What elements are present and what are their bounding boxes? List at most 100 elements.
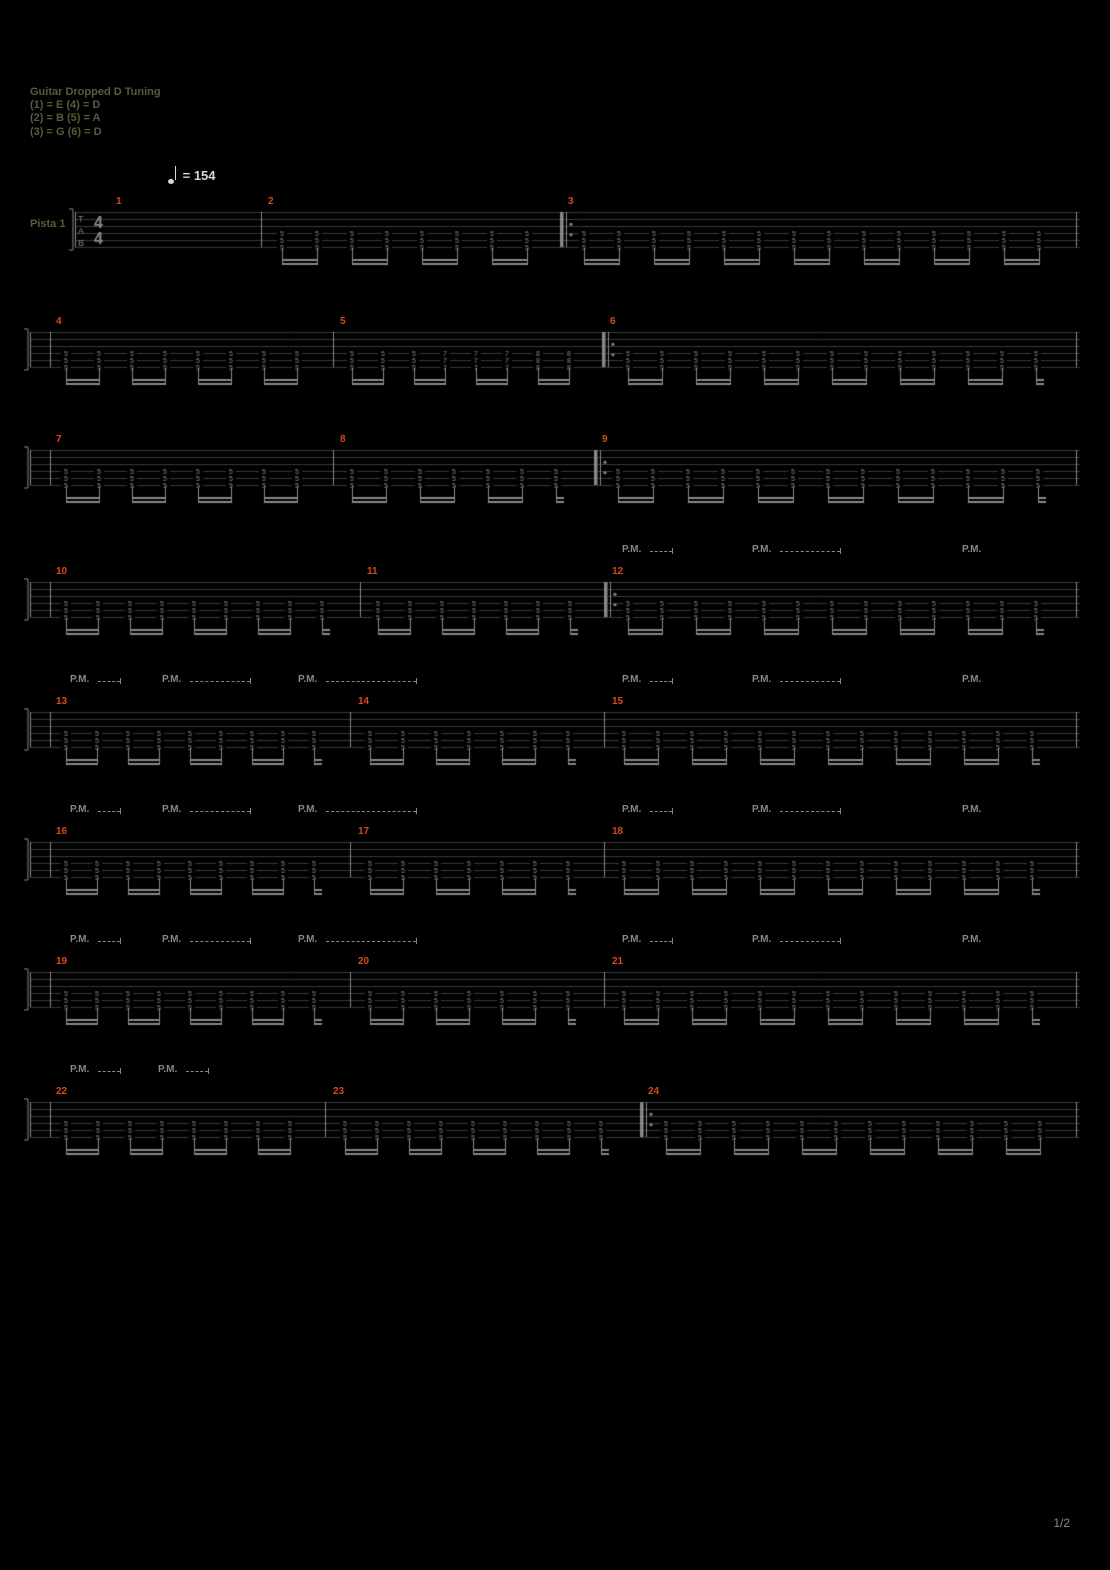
palm-mute-extent (650, 941, 672, 943)
palm-mute-marking: P.M. (752, 674, 771, 685)
palm-mute-marking: P.M. (622, 804, 641, 815)
measure-number: 7 (56, 434, 62, 445)
measure-number: 2 (268, 196, 274, 207)
palm-mute-marking: P.M. (162, 934, 181, 945)
palm-mute-marking: P.M. (162, 674, 181, 685)
palm-mute-end-tick (250, 938, 251, 944)
palm-mute-end-tick (208, 1068, 209, 1074)
palm-mute-marking: P.M. (70, 804, 89, 815)
palm-mute-extent (190, 941, 250, 943)
palm-mute-marking: P.M. (70, 1064, 89, 1075)
palm-mute-marking: P.M. (962, 804, 981, 815)
tab-staff-canvas (0, 446, 1110, 527)
measure-number: 8 (340, 434, 346, 445)
palm-mute-extent (650, 551, 672, 553)
palm-mute-marking: P.M. (752, 804, 771, 815)
palm-mute-extent (780, 941, 840, 943)
palm-mute-marking: P.M. (298, 934, 317, 945)
tab-staff-canvas (0, 838, 1110, 919)
tab-page: Guitar Dropped D Tuning (1) = E (4) = D … (0, 0, 1110, 1570)
palm-mute-end-tick (120, 1068, 121, 1074)
palm-mute-marking: P.M. (622, 934, 641, 945)
tab-staff-canvas (0, 968, 1110, 1049)
measure-number: 9 (602, 434, 608, 445)
tab-staff-canvas (0, 328, 1110, 409)
measure-number: 4 (56, 316, 62, 327)
palm-mute-extent (780, 811, 840, 813)
palm-mute-end-tick (672, 938, 673, 944)
palm-mute-end-tick (840, 938, 841, 944)
palm-mute-extent (780, 681, 840, 683)
palm-mute-extent (98, 1071, 120, 1073)
palm-mute-marking: P.M. (70, 934, 89, 945)
measure-number: 5 (340, 316, 346, 327)
tab-staff-canvas (0, 208, 1110, 289)
tuning-title: Guitar Dropped D Tuning (30, 86, 161, 99)
palm-mute-marking: P.M. (298, 804, 317, 815)
tuning-info: Guitar Dropped D Tuning (1) = E (4) = D … (30, 86, 161, 139)
measure-number: 13 (56, 696, 67, 707)
measure-number: 14 (358, 696, 369, 707)
palm-mute-extent (98, 681, 120, 683)
palm-mute-extent (650, 811, 672, 813)
palm-mute-extent (98, 941, 120, 943)
palm-mute-extent (190, 681, 250, 683)
measure-number: 12 (612, 566, 623, 577)
tempo-value: = 154 (183, 168, 216, 183)
palm-mute-marking: P.M. (158, 1064, 177, 1075)
measure-number: 24 (648, 1086, 659, 1097)
palm-mute-end-tick (250, 678, 251, 684)
measure-number: 21 (612, 956, 623, 967)
measure-number: 11 (367, 566, 378, 577)
quarter-note-icon (168, 170, 176, 184)
palm-mute-marking: P.M. (962, 674, 981, 685)
measure-number: 22 (56, 1086, 67, 1097)
palm-mute-marking: P.M. (962, 934, 981, 945)
palm-mute-end-tick (120, 938, 121, 944)
palm-mute-end-tick (672, 548, 673, 554)
palm-mute-marking: P.M. (298, 674, 317, 685)
palm-mute-extent (326, 811, 416, 813)
measure-number: 16 (56, 826, 67, 837)
palm-mute-marking: P.M. (752, 544, 771, 555)
measure-number: 19 (56, 956, 67, 967)
palm-mute-end-tick (672, 808, 673, 814)
palm-mute-end-tick (416, 678, 417, 684)
palm-mute-marking: P.M. (70, 674, 89, 685)
palm-mute-end-tick (840, 808, 841, 814)
palm-mute-extent (98, 811, 120, 813)
measure-number: 3 (568, 196, 574, 207)
palm-mute-end-tick (672, 678, 673, 684)
palm-mute-extent (780, 551, 840, 553)
palm-mute-extent (190, 811, 250, 813)
palm-mute-marking: P.M. (162, 804, 181, 815)
palm-mute-marking: P.M. (752, 934, 771, 945)
measure-number: 23 (333, 1086, 344, 1097)
palm-mute-extent (186, 1071, 208, 1073)
palm-mute-end-tick (250, 808, 251, 814)
palm-mute-end-tick (840, 678, 841, 684)
tuning-line: (2) = B (5) = A (30, 112, 161, 125)
measure-number: 6 (610, 316, 616, 327)
measure-number: 1 (116, 196, 122, 207)
palm-mute-marking: P.M. (622, 674, 641, 685)
measure-number: 10 (56, 566, 67, 577)
measure-number: 15 (612, 696, 623, 707)
palm-mute-extent (326, 941, 416, 943)
tuning-line: (1) = E (4) = D (30, 99, 161, 112)
tab-staff-canvas (0, 578, 1110, 659)
tempo-marking: = 154 (168, 168, 216, 184)
palm-mute-marking: P.M. (622, 544, 641, 555)
palm-mute-end-tick (416, 808, 417, 814)
measure-number: 20 (358, 956, 369, 967)
palm-mute-marking: P.M. (962, 544, 981, 555)
measure-number: 18 (612, 826, 623, 837)
palm-mute-end-tick (120, 808, 121, 814)
palm-mute-end-tick (120, 678, 121, 684)
palm-mute-extent (326, 681, 416, 683)
palm-mute-extent (650, 681, 672, 683)
palm-mute-end-tick (416, 938, 417, 944)
tuning-line: (3) = G (6) = D (30, 126, 161, 139)
tab-staff-canvas (0, 708, 1110, 789)
page-number: 1/2 (1053, 1516, 1070, 1530)
